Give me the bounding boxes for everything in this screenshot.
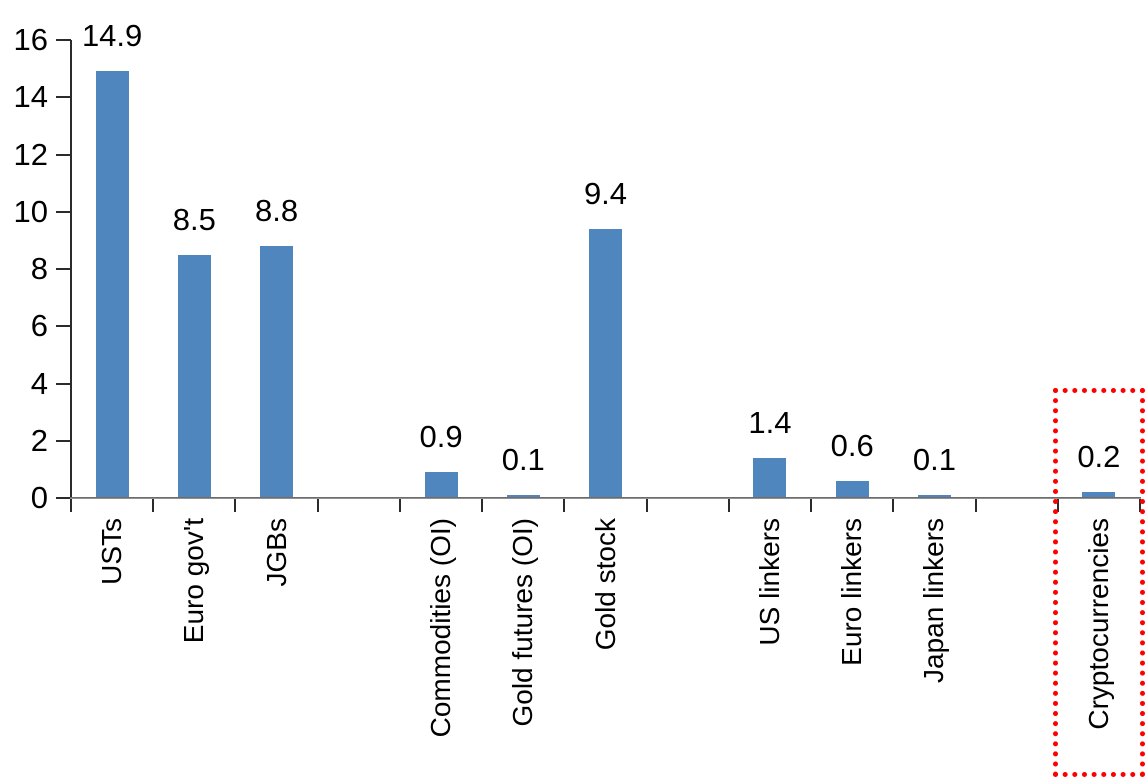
bar <box>589 228 622 498</box>
y-axis-line <box>70 40 72 498</box>
x-tick <box>481 498 484 512</box>
bar-value-label: 0.9 <box>419 419 463 455</box>
bar <box>95 71 129 498</box>
bar <box>424 472 458 498</box>
bar <box>177 254 211 498</box>
x-tick <box>70 498 72 512</box>
bar-value-label: 9.4 <box>583 175 628 211</box>
x-tick <box>234 498 237 512</box>
bar <box>917 495 951 498</box>
category-label: Commodities (OI) <box>425 518 457 738</box>
bar-value-label: 8.8 <box>255 193 299 229</box>
bar-value-label: 0.6 <box>830 427 874 463</box>
y-tick-label: 16 <box>13 22 48 57</box>
y-tick-label: 14 <box>13 79 48 115</box>
y-tick-label: 0 <box>30 480 48 515</box>
category-label: US linkers <box>753 518 785 646</box>
bar-value-label: 0.2 <box>1077 439 1121 475</box>
bar-value-label: 8.5 <box>172 201 216 237</box>
y-tick-label: 4 <box>30 365 48 401</box>
category-label: JGBs <box>260 518 292 587</box>
bar-value-label: 0.1 <box>501 442 545 478</box>
y-tick-label: 8 <box>30 251 48 286</box>
y-tick <box>56 325 71 328</box>
category-label: Euro linkers <box>836 518 868 666</box>
bar <box>506 495 540 498</box>
x-tick <box>645 498 648 512</box>
y-tick <box>56 382 71 385</box>
x-tick <box>563 498 566 512</box>
category-label: Gold stock <box>589 518 621 651</box>
x-tick <box>810 498 813 512</box>
category-label: USTs <box>96 518 128 585</box>
x-tick <box>316 498 319 512</box>
category-label: Gold futures (OI) <box>507 518 539 727</box>
y-tick <box>56 96 71 99</box>
x-axis-line <box>70 497 1141 499</box>
x-tick <box>892 498 895 512</box>
y-tick <box>56 153 71 156</box>
y-tick <box>56 39 71 41</box>
y-tick <box>56 210 71 213</box>
category-label: Euro gov't <box>178 518 210 644</box>
y-tick-label: 10 <box>13 193 48 229</box>
y-tick-label: 12 <box>13 136 48 172</box>
x-tick <box>727 498 730 512</box>
y-tick-label: 2 <box>30 422 48 458</box>
bar <box>835 480 869 498</box>
highlight-box <box>1052 388 1145 777</box>
y-tick <box>56 439 71 442</box>
x-tick <box>398 498 401 512</box>
bar <box>1082 492 1116 498</box>
y-tick <box>56 497 71 499</box>
bar <box>753 457 787 498</box>
y-tick <box>56 268 71 270</box>
x-tick <box>974 498 977 512</box>
bar <box>260 246 294 498</box>
bar-value-label: 0.1 <box>912 442 956 478</box>
bar-value-label: 1.4 <box>748 404 792 440</box>
y-tick-label: 6 <box>30 308 48 344</box>
category-label: Japan linkers <box>918 518 950 683</box>
x-tick <box>152 498 155 512</box>
bar-value-label: 14.9 <box>81 18 143 54</box>
